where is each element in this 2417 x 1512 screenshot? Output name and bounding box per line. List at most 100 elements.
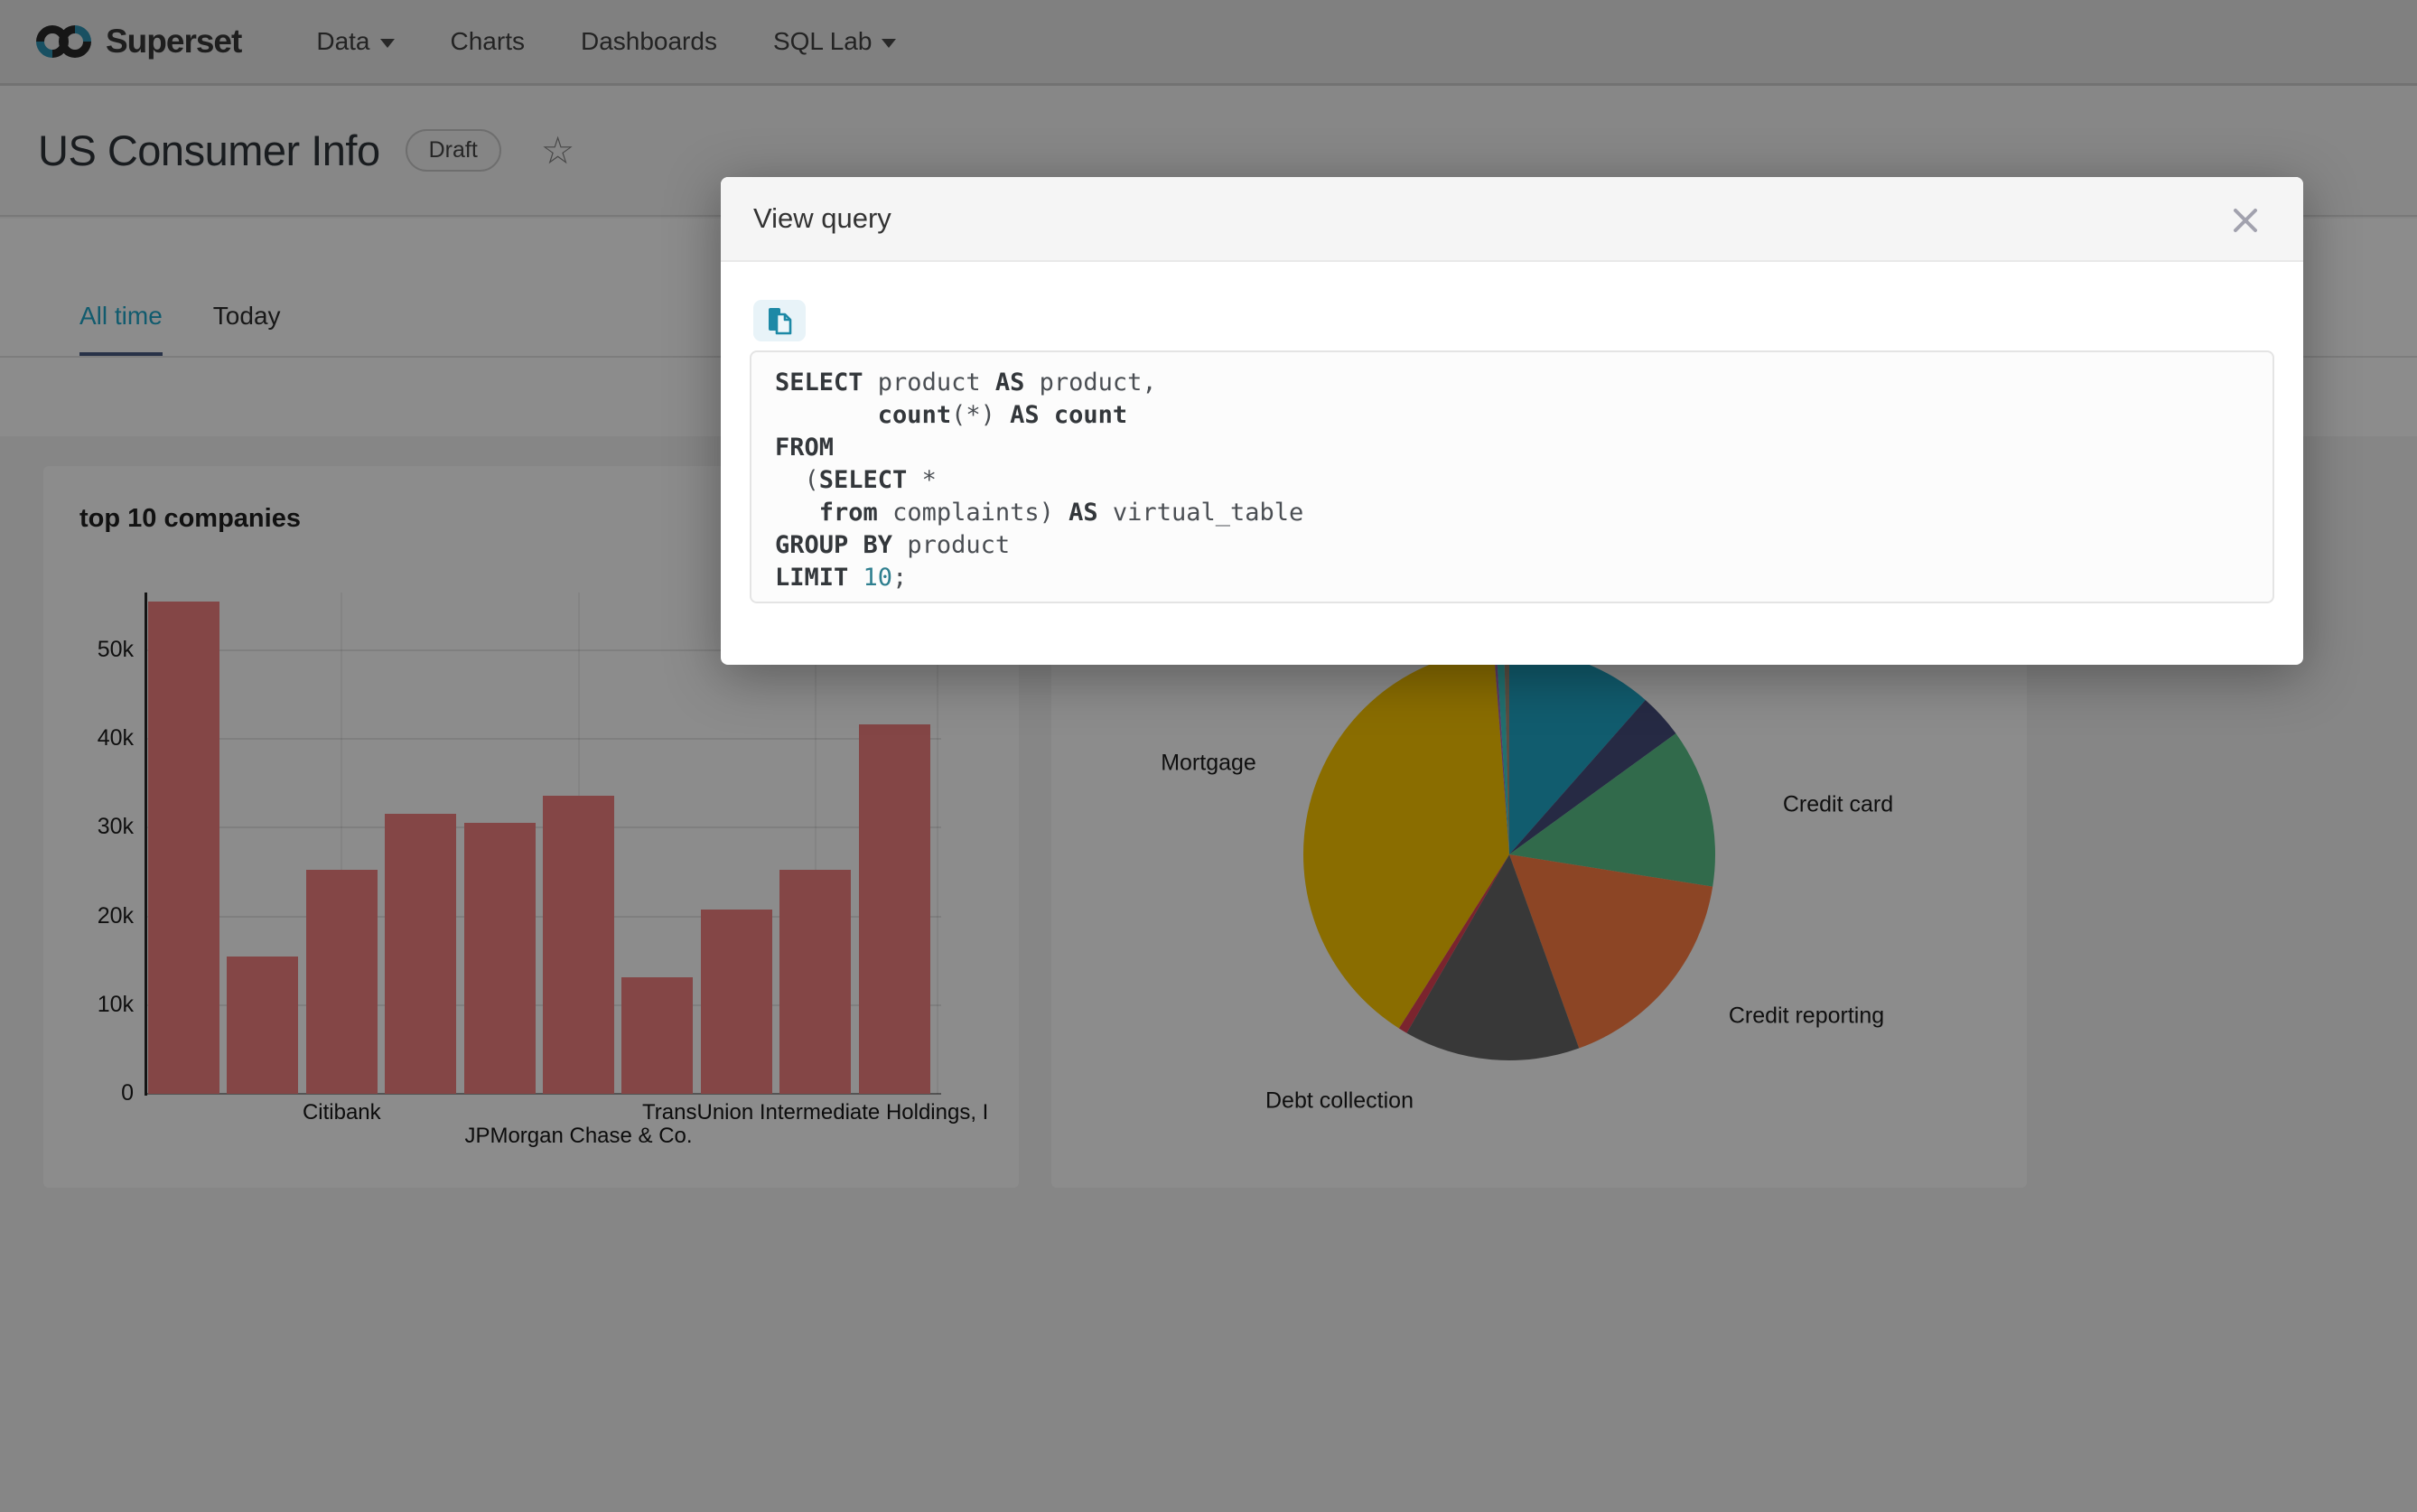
nav-item-label: Dashboards [580, 27, 717, 55]
pie-chart: Mortgage Credit card Credit reporting Debt … [1051, 466, 2027, 1188]
sql-number: 10 [863, 564, 893, 592]
v-gridline [341, 593, 343, 1094]
pie-slice-label: Credit card [1782, 791, 1894, 817]
navbar: Superset Data Charts Dashboards SQL Lab [0, 0, 2417, 86]
code-line: (SELECT * [775, 464, 2249, 497]
sql-keyword: SELECT [775, 369, 878, 397]
sql-keyword: from [818, 499, 893, 527]
chevron-down-icon [882, 39, 897, 48]
sql-text: product, [1039, 369, 1157, 397]
pie-slice[interactable] [1509, 649, 1646, 854]
v-gridline [814, 593, 817, 1094]
status-badge[interactable]: Draft [405, 129, 501, 172]
bar[interactable] [463, 822, 536, 1094]
y-axis-tick-label: 40k [97, 725, 134, 751]
nav-item-label: SQL Lab [772, 27, 873, 55]
sql-keyword: SELECT [818, 466, 922, 494]
pie-slice[interactable] [1493, 649, 1509, 854]
sql-keyword: AS [994, 369, 1040, 397]
pie-chart-svg [1303, 649, 1715, 1060]
modal-header: View query [721, 177, 2303, 262]
chart-title: top 10 companies [79, 504, 301, 533]
x-axis-tick-label: TransUnion Intermediate Holdings, I [642, 1100, 989, 1125]
sql-text: virtual_table [1112, 499, 1304, 527]
code-line: from complaints) AS virtual_table [775, 497, 2249, 529]
pie-slice[interactable] [1303, 649, 1509, 1029]
y-gridline [145, 649, 941, 651]
nav-item-data[interactable]: Data [288, 27, 422, 56]
bar[interactable] [700, 909, 772, 1094]
chevron-down-icon [379, 39, 395, 48]
x-axis-tick-label: JPMorgan Chase & Co. [464, 1124, 693, 1148]
y-axis-tick-label: 10k [97, 991, 134, 1017]
sql-text: product [877, 369, 995, 397]
tab-bar: All time Today [79, 302, 281, 358]
copy-icon [769, 308, 792, 335]
view-query-modal: View query SELECT product AS product, co… [721, 177, 2303, 665]
pie-slice-label: Credit reporting [1728, 1003, 1885, 1029]
pie-slice[interactable] [1406, 854, 1580, 1060]
x-axis-line [145, 1093, 941, 1095]
close-button[interactable] [2226, 201, 2265, 240]
v-gridline [937, 593, 938, 1094]
pie-slice-label: Mortgage [1161, 750, 1256, 776]
x-axis-tick-label: Citibank [302, 1100, 381, 1125]
sql-keyword: LIMIT [775, 564, 863, 592]
code-line: count(*) AS count [775, 399, 2249, 432]
pie-slice[interactable] [1509, 699, 1676, 854]
brand-text: Superset [106, 23, 242, 60]
sql-keyword: count [877, 401, 952, 429]
bar[interactable] [385, 813, 457, 1094]
nav-item-label: Charts [450, 27, 525, 55]
sql-text: (*) [951, 401, 1011, 429]
bar[interactable] [148, 601, 219, 1094]
pie-slice[interactable] [1398, 854, 1509, 1033]
sql-keyword: AS [1010, 401, 1054, 429]
superset-logo[interactable]: Superset [29, 18, 242, 65]
bar[interactable] [543, 796, 614, 1094]
code-line: GROUP BY product [775, 529, 2249, 562]
code-line: SELECT product AS product, [775, 367, 2249, 399]
bar[interactable] [227, 956, 299, 1094]
tab-all-time[interactable]: All time [79, 302, 163, 358]
y-axis-line [145, 593, 147, 1096]
nav-item-charts[interactable]: Charts [423, 27, 553, 56]
pie-slice-label: Debt collection [1265, 1087, 1414, 1114]
sql-code-block[interactable]: SELECT product AS product, count(*) AS c… [750, 350, 2274, 603]
sql-keyword: GROUP BY [775, 531, 908, 559]
sql-keyword: AS [1069, 499, 1113, 527]
sql-text: product [907, 531, 1011, 559]
pie-slice[interactable] [1504, 649, 1509, 854]
favorite-star-icon[interactable]: ☆ [540, 128, 575, 172]
pie-slice[interactable] [1509, 733, 1715, 887]
bar[interactable] [305, 869, 378, 1094]
sql-text [775, 401, 878, 429]
pie-slice[interactable] [1509, 854, 1713, 1049]
sql-text: complaints) [892, 499, 1069, 527]
y-gridline [145, 738, 941, 741]
sql-text [775, 499, 819, 527]
close-icon [2234, 209, 2257, 232]
nav-menu: Data Charts Dashboards SQL Lab [288, 27, 924, 56]
bar-chart: 0 10k 20k 30k 40k 50k Citibank JPMorgan Chase &… [43, 466, 1019, 1188]
sql-keyword: count [1053, 401, 1128, 429]
sql-text: ; [892, 564, 908, 592]
bar[interactable] [621, 977, 694, 1094]
nav-item-sql-lab[interactable]: SQL Lab [745, 27, 924, 56]
sql-text: * [921, 466, 937, 494]
y-axis-tick-label: 30k [97, 814, 134, 840]
modal-body: SELECT product AS product, count(*) AS c… [721, 262, 2303, 663]
y-axis-tick-label: 20k [97, 902, 134, 929]
bar[interactable] [858, 723, 930, 1094]
code-line: LIMIT 10; [775, 562, 2249, 594]
nav-item-dashboards[interactable]: Dashboards [553, 27, 745, 56]
bar[interactable] [779, 869, 852, 1094]
code-line: FROM [775, 432, 2249, 464]
y-axis-tick-label: 0 [121, 1080, 134, 1106]
nav-item-label: Data [316, 27, 370, 55]
copy-query-button[interactable] [753, 300, 806, 341]
page-title[interactable]: US Consumer Info [38, 126, 380, 174]
pie-slice[interactable] [1496, 649, 1509, 854]
tab-today[interactable]: Today [212, 302, 281, 330]
